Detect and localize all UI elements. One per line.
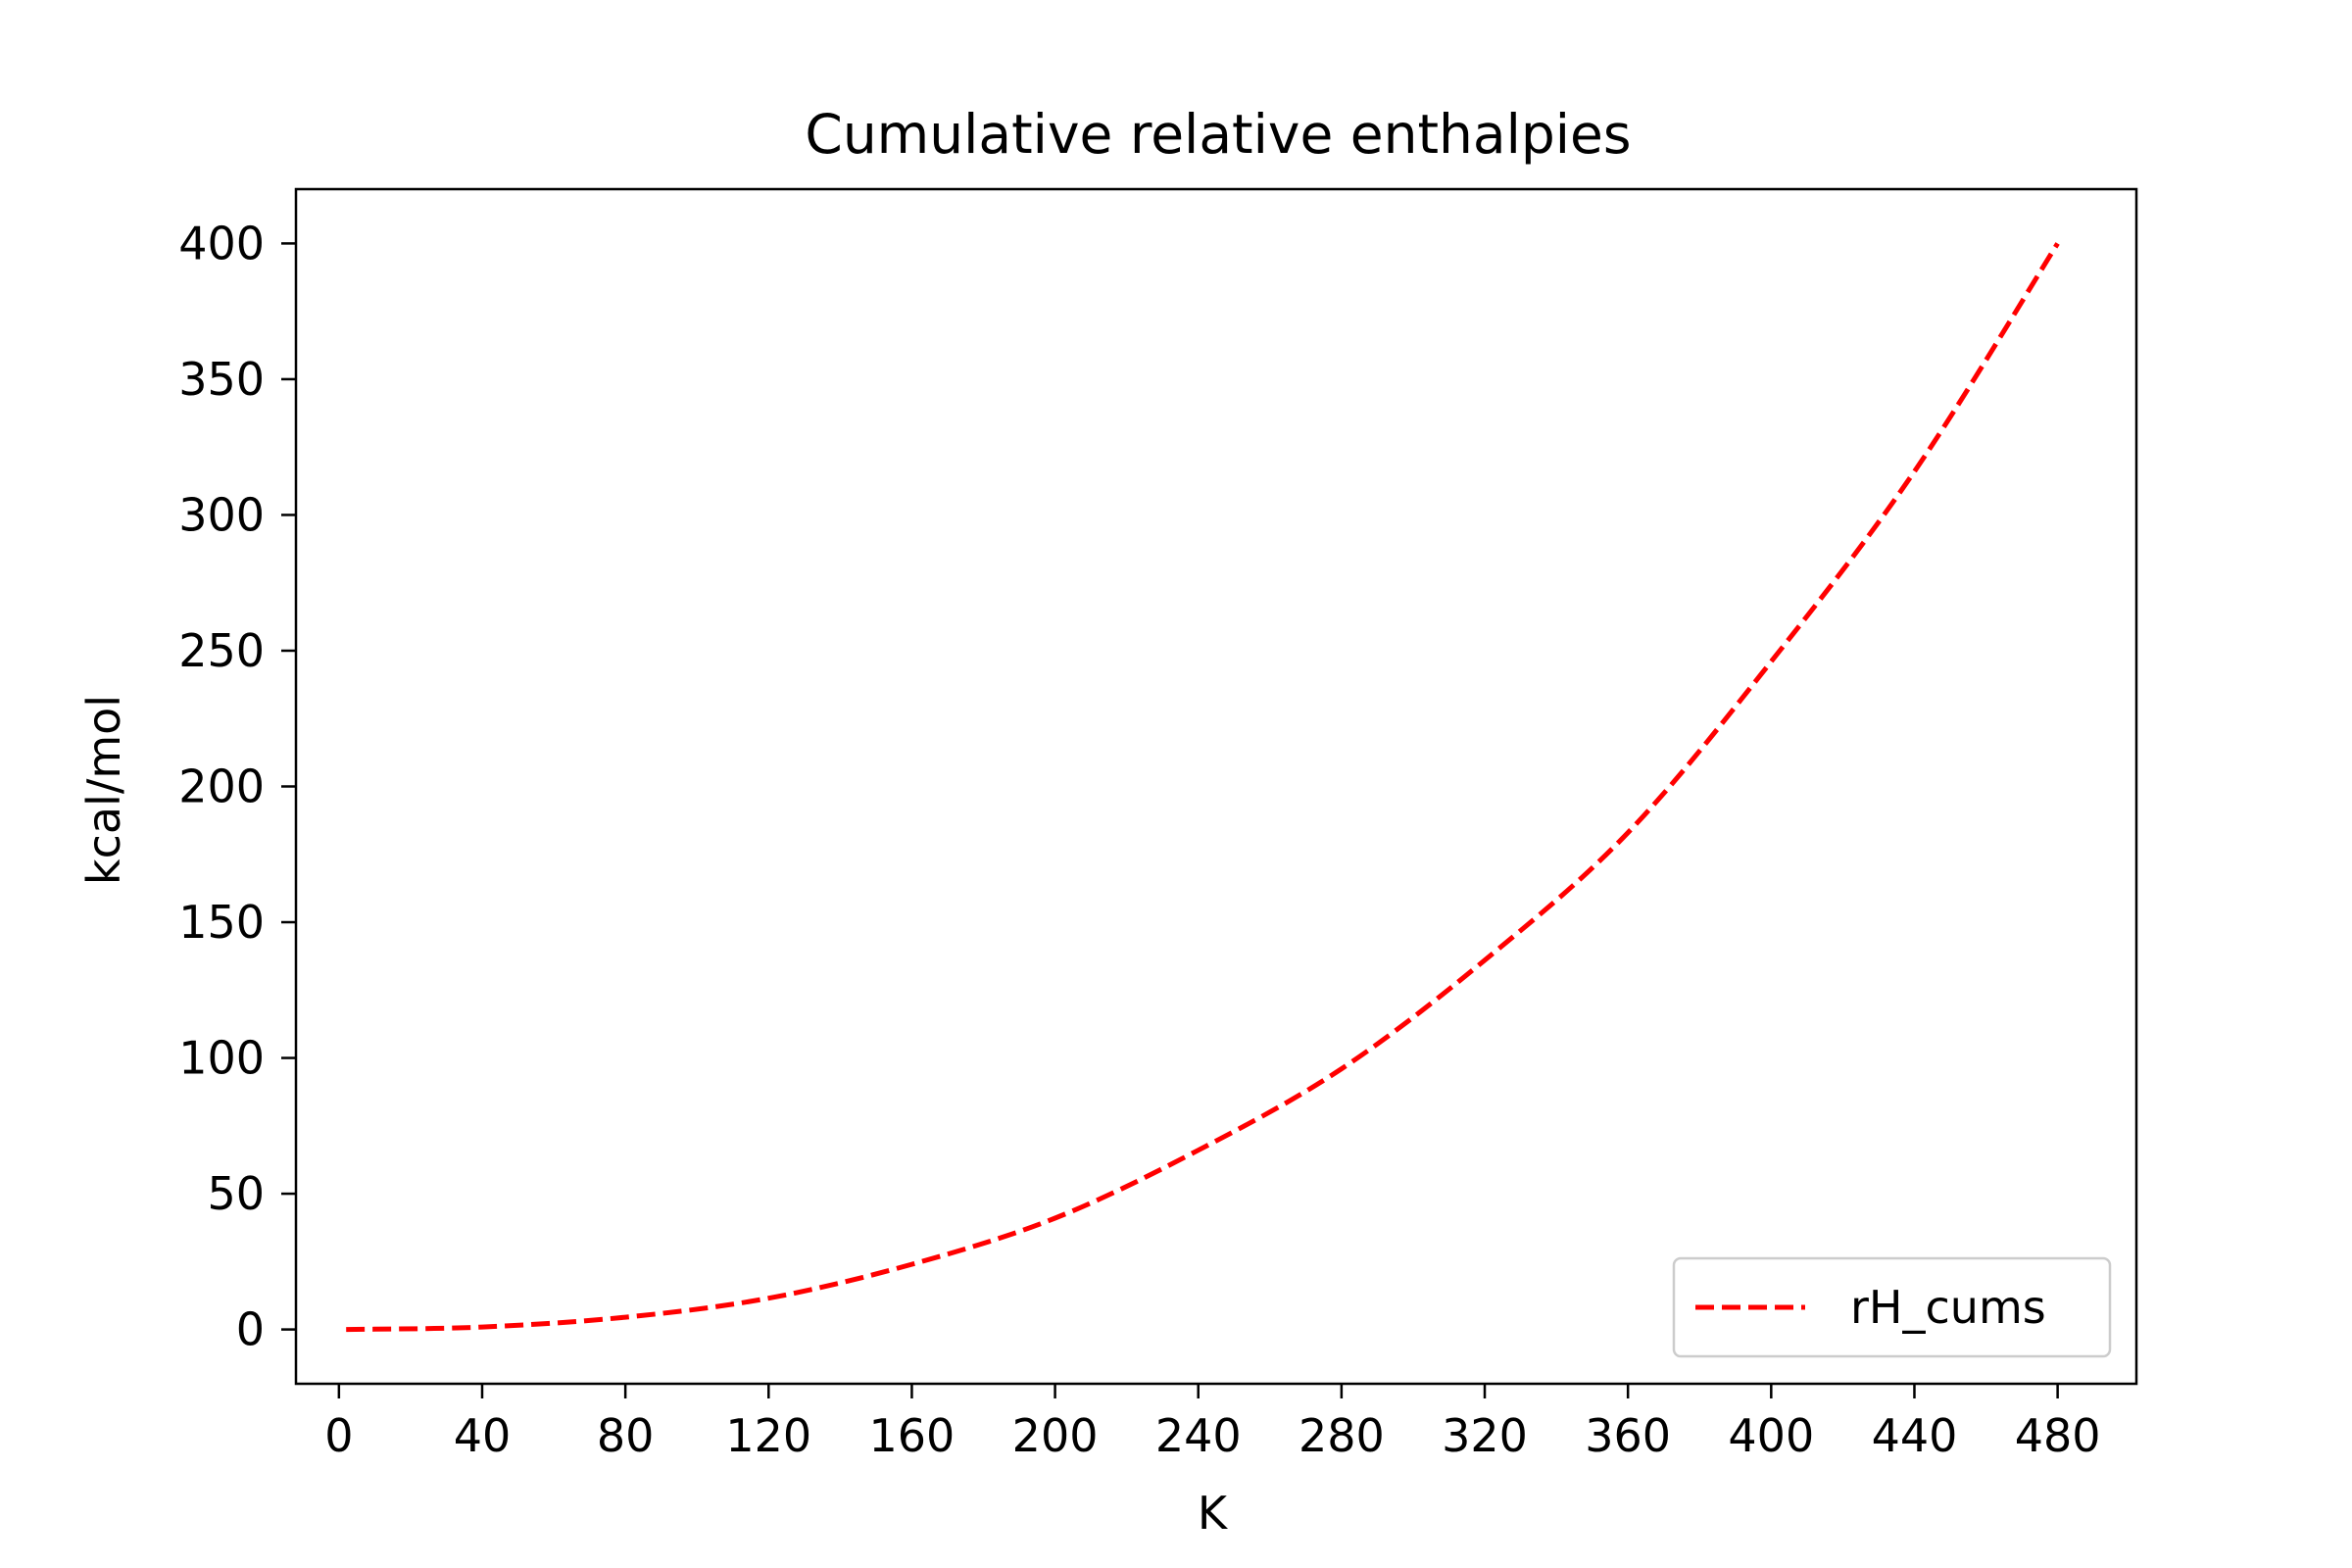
x-axis-label: K (1198, 1487, 1229, 1540)
y-axis-ticks: 0 50 100 150 200 250 300 350 400 (178, 217, 296, 1356)
x-tick-label: 240 (1155, 1409, 1242, 1462)
y-tick-label: 150 (178, 896, 265, 949)
legend-box (1672, 1256, 2112, 1358)
x-tick-label: 480 (2015, 1409, 2101, 1462)
x-tick-label: 0 (324, 1409, 353, 1462)
y-tick-label: 50 (207, 1167, 265, 1220)
x-tick-label: 440 (1872, 1409, 1958, 1462)
series-line-rH_cums (346, 242, 2060, 1333)
x-tick-label: 40 (454, 1409, 512, 1462)
y-tick-label: 300 (178, 488, 265, 541)
x-tick-label: 320 (1442, 1409, 1528, 1462)
y-axis-label: kcal/mol (77, 695, 130, 885)
x-tick-label: 200 (1012, 1409, 1099, 1462)
x-tick-label: 360 (1585, 1409, 1671, 1462)
y-tick-label: 400 (178, 217, 265, 270)
x-axis-ticks: 0 40 80 120 160 200 240 280 320 360 400 440 480 (324, 1384, 2101, 1462)
y-tick-label: 100 (178, 1032, 265, 1085)
legend-label: rH_cums (1850, 1281, 2046, 1334)
y-tick-label: 350 (178, 353, 265, 406)
y-tick-label: 250 (178, 624, 265, 677)
legend: rH_cums (1672, 1256, 2112, 1358)
x-tick-label: 280 (1298, 1409, 1385, 1462)
chart-title: Cumulative relative enthalpies (805, 103, 1631, 166)
x-tick-label: 400 (1728, 1409, 1814, 1462)
y-tick-label: 200 (178, 760, 265, 813)
y-tick-label: 0 (236, 1303, 265, 1356)
x-tick-label: 160 (869, 1409, 956, 1462)
x-tick-label: 120 (725, 1409, 811, 1462)
x-tick-label: 80 (597, 1409, 655, 1462)
